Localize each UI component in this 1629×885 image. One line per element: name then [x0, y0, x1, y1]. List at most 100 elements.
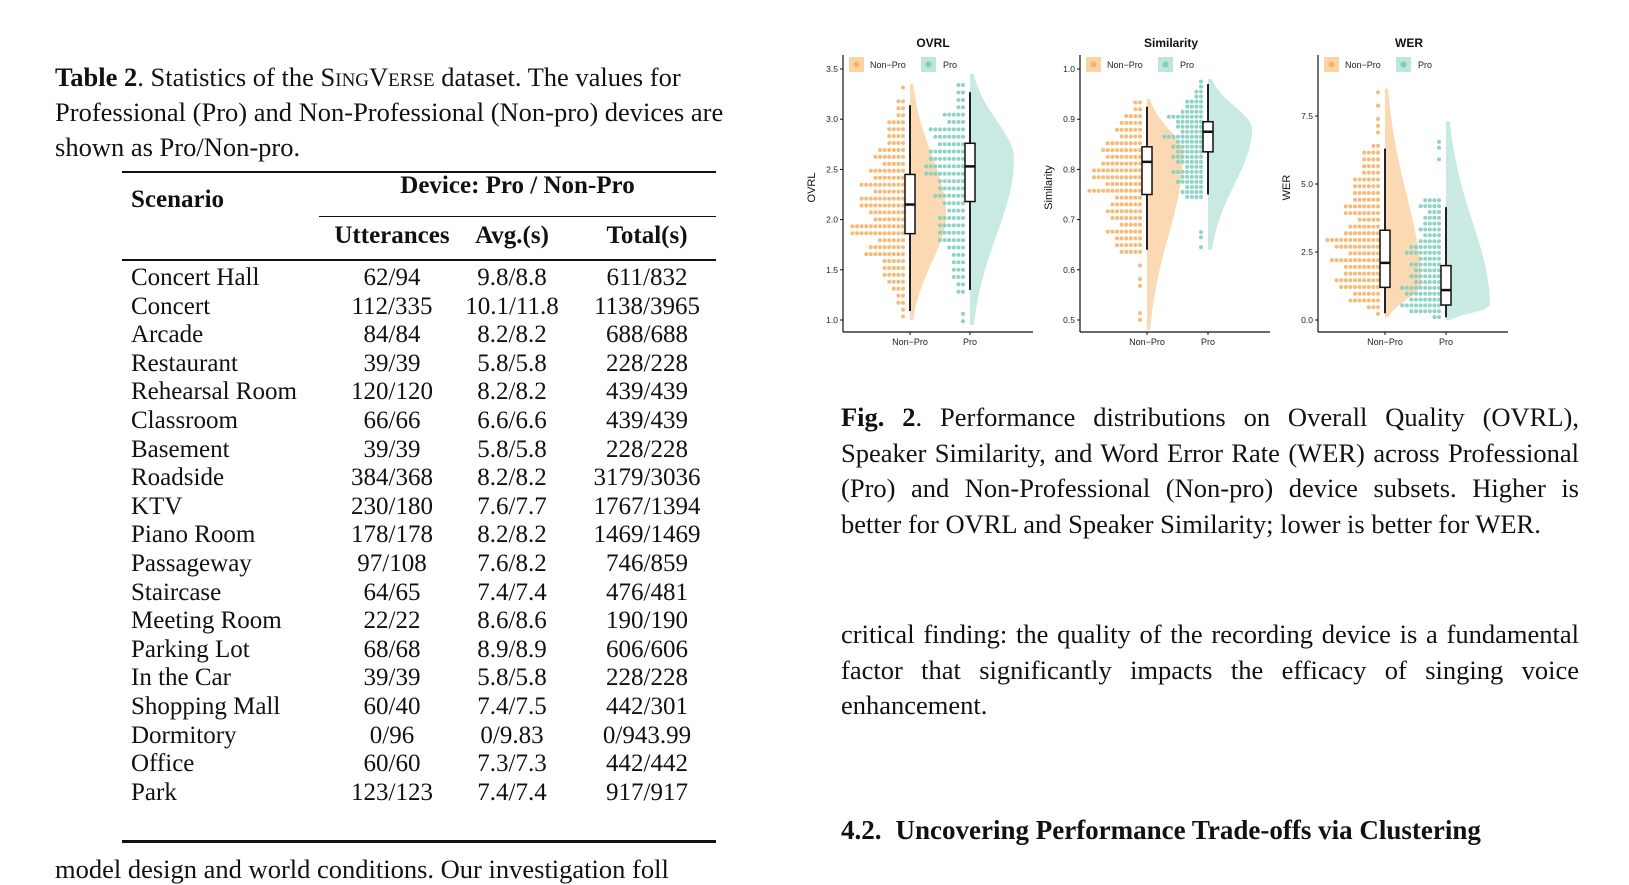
dot-pro — [1418, 297, 1423, 302]
dot-non-pro — [878, 252, 882, 257]
dot-pro — [1437, 157, 1441, 162]
dot-non-pro — [1371, 291, 1376, 296]
dot-pro — [924, 171, 929, 176]
dot-non-pro — [1133, 202, 1138, 207]
dot-non-pro — [1133, 236, 1138, 241]
dot-pro — [956, 245, 961, 250]
dot-pro — [1427, 210, 1432, 214]
dot-pro — [1194, 124, 1199, 129]
dot-non-pro — [1371, 211, 1376, 216]
dot-pro — [951, 134, 956, 139]
dot-pro — [951, 275, 956, 279]
dot-non-pro — [887, 168, 892, 173]
dot-non-pro — [878, 245, 882, 250]
dot-pro — [1427, 245, 1432, 249]
dot-pro — [1432, 315, 1437, 320]
dot-non-pro — [1348, 204, 1353, 209]
dot-pro — [956, 208, 961, 213]
dot-pro — [928, 156, 933, 161]
dot-pro — [961, 142, 965, 147]
dot-pro — [1432, 245, 1437, 249]
dot-non-pro — [1138, 175, 1142, 180]
dot-non-pro — [1138, 202, 1142, 207]
dot-non-pro — [1105, 168, 1110, 173]
dot-non-pro — [901, 259, 905, 263]
dot-pro — [1199, 139, 1203, 144]
dot-pro — [1180, 179, 1185, 184]
dot-non-pro — [868, 231, 873, 236]
dot-non-pro — [1105, 148, 1110, 153]
dot-pro — [1199, 190, 1203, 194]
dot-non-pro — [855, 224, 859, 229]
dot-pro — [1409, 250, 1414, 255]
dot-non-pro — [878, 196, 882, 201]
dot-non-pro — [1133, 188, 1138, 193]
dot-pro — [1437, 210, 1441, 214]
dot-pro — [942, 238, 947, 243]
dot-non-pro — [1362, 244, 1367, 249]
dot-non-pro — [1119, 216, 1124, 220]
dot-non-pro — [896, 148, 901, 152]
dot-non-pro — [1376, 211, 1380, 216]
dot-non-pro — [891, 238, 896, 243]
dot-non-pro — [1138, 222, 1142, 227]
dot-pro — [1418, 227, 1423, 232]
dot-pro — [942, 142, 947, 147]
dot-non-pro — [1133, 100, 1138, 105]
dot-non-pro — [1362, 177, 1367, 182]
dot-pro — [1427, 280, 1432, 284]
table-row: Piano Room 178/178 8.2/8.2 1469/1469 — [122, 521, 716, 551]
dot-pro — [956, 252, 961, 257]
dot-pro — [1171, 134, 1176, 139]
dot-pro — [1189, 124, 1194, 129]
dot-pro — [1194, 164, 1199, 169]
dot-pro — [1427, 250, 1432, 255]
dataset-name: SingVerse — [320, 62, 435, 92]
dot-non-pro — [1138, 317, 1142, 322]
cell-scenario: KTV — [131, 492, 183, 520]
dot-non-pro — [1124, 154, 1129, 159]
box-iqr — [964, 142, 976, 203]
dot-non-pro — [1362, 251, 1367, 256]
x-tick-label: Pro — [963, 337, 977, 347]
dot-pro — [942, 156, 947, 161]
dot-non-pro — [1348, 238, 1353, 242]
dot-pro — [1180, 174, 1185, 179]
dot-non-pro — [1376, 204, 1380, 209]
dot-pro — [1194, 134, 1199, 139]
dot-pro — [933, 149, 938, 154]
dot-non-pro — [1371, 258, 1376, 263]
dot-non-pro — [1105, 188, 1110, 193]
dot-non-pro — [1119, 120, 1124, 125]
y-tick-label: 0.9 — [1063, 114, 1075, 124]
dot-pro — [956, 260, 961, 265]
table-row: Parking Lot 68/68 8.9/8.9 606/606 — [122, 636, 716, 666]
header-avg: Avg.(s) — [475, 222, 549, 249]
dot-pro — [961, 134, 965, 139]
dot-pro — [1427, 239, 1432, 244]
dot-pro — [961, 245, 965, 250]
dot-pro — [1185, 134, 1190, 139]
chart-title: WER — [1395, 36, 1423, 50]
dot-pro — [1189, 190, 1194, 194]
dot-pro — [1432, 285, 1437, 290]
cell-total: 688/688 — [606, 321, 688, 349]
dot-non-pro — [1138, 195, 1142, 200]
dot-pro — [1437, 250, 1441, 255]
violin-pro — [1446, 121, 1490, 321]
dot-non-pro — [1115, 141, 1119, 146]
y-tick-label: 0.0 — [1301, 315, 1313, 325]
dot-non-pro — [1376, 231, 1380, 236]
dot-non-pro — [1092, 168, 1096, 173]
dot-non-pro — [891, 259, 896, 263]
dot-pro — [947, 149, 952, 154]
dot-non-pro — [1343, 211, 1348, 216]
dot-pro — [942, 127, 947, 132]
dot-non-pro — [891, 217, 896, 222]
dot-pro — [956, 267, 961, 272]
violin-pro — [1208, 79, 1252, 250]
section-number: 4.2. — [841, 815, 882, 845]
dot-non-pro — [1366, 204, 1371, 209]
dot-non-pro — [887, 148, 892, 152]
dot-non-pro — [1128, 154, 1133, 159]
